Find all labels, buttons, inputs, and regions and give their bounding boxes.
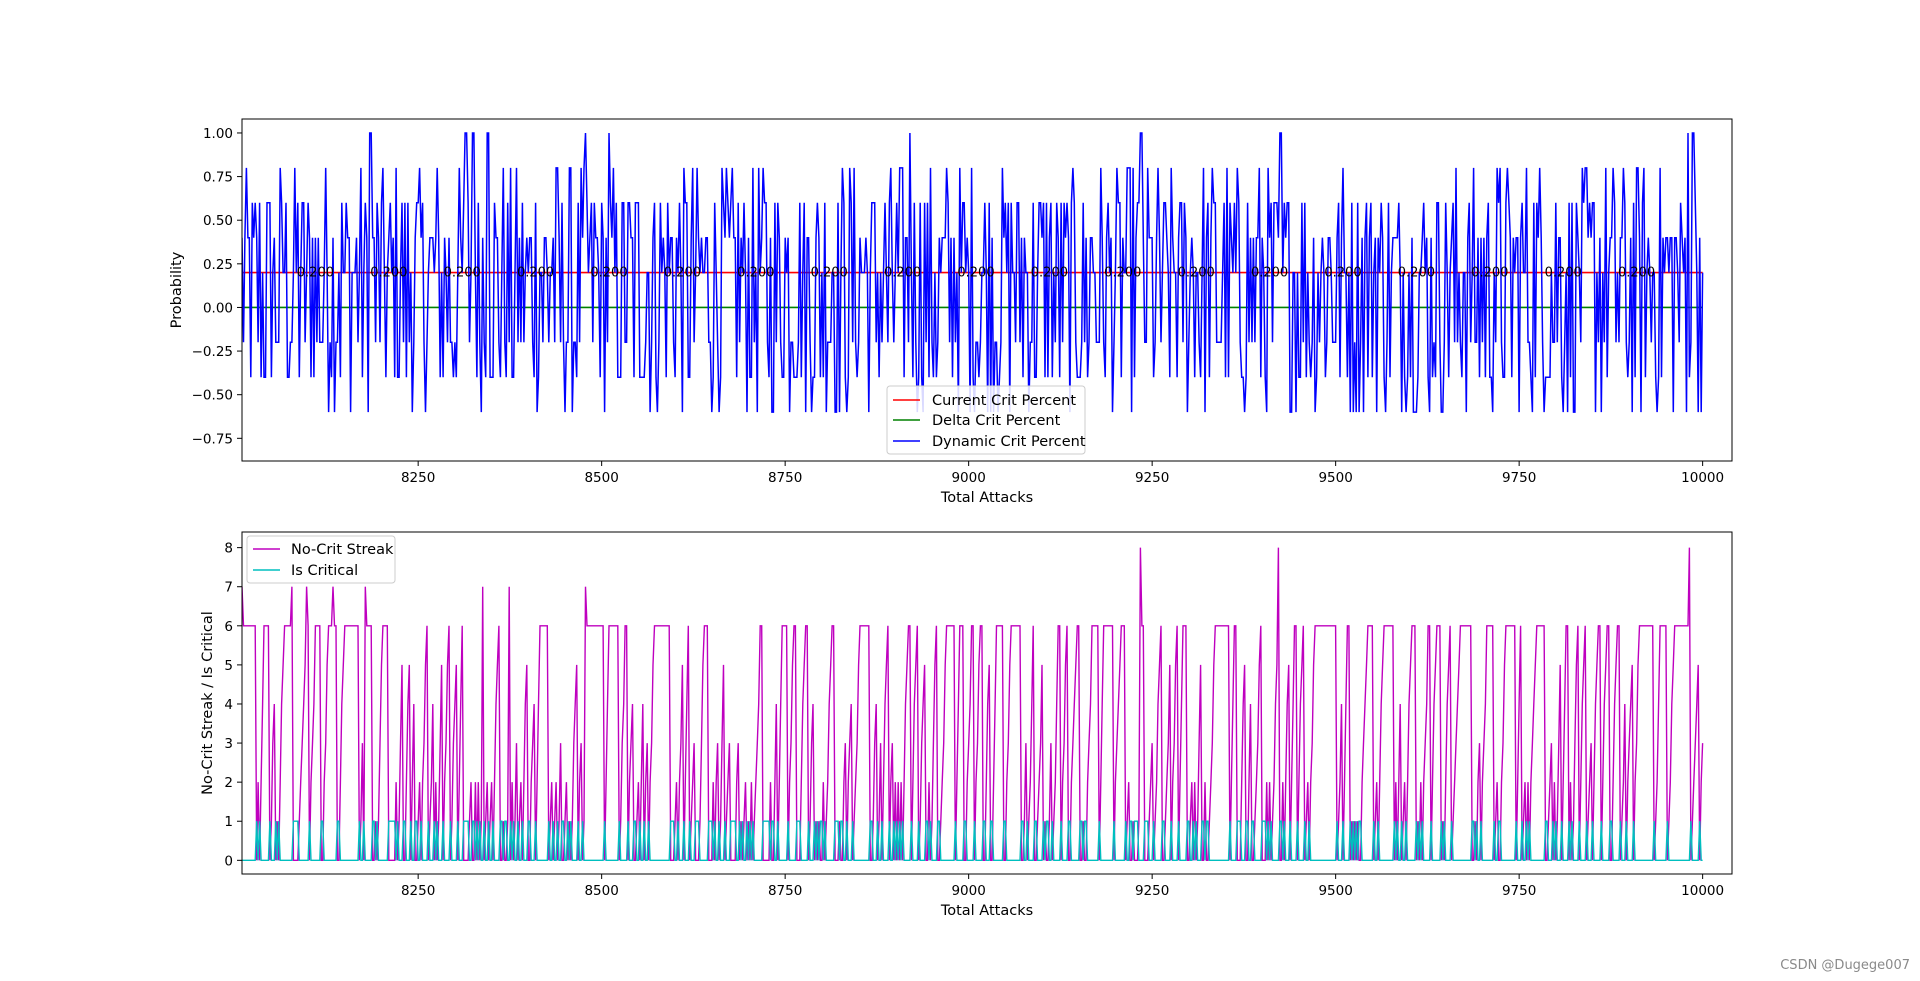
y-tick-label: 2 <box>224 775 233 791</box>
y-tick-label: 4 <box>224 697 233 713</box>
crit-percent-annotation: 0.200 <box>1545 266 1582 281</box>
crit-percent-annotation: 0.200 <box>737 266 774 281</box>
crit-percent-annotation: 0.200 <box>1471 266 1508 281</box>
y-tick-label: 0.00 <box>203 300 233 316</box>
probability-x-label: Total Attacks <box>940 490 1033 506</box>
legend-box <box>246 535 396 584</box>
y-tick-label: −0.50 <box>192 388 233 404</box>
no-crit-streak-line <box>242 547 1704 861</box>
probability-axes-frame <box>241 118 1733 462</box>
x-tick-label: 9000 <box>951 883 985 899</box>
x-tick-label: 9500 <box>1318 883 1352 899</box>
y-tick-label: 1.00 <box>203 126 233 142</box>
x-tick-label: 8500 <box>584 470 618 486</box>
x-tick-label: 8250 <box>401 883 435 899</box>
streak-legend: No-Crit Streak Is Critical <box>246 535 396 584</box>
x-tick-label: 9750 <box>1502 470 1536 486</box>
crit-percent-annotation: 0.200 <box>370 266 407 281</box>
crit-percent-annotation: 0.200 <box>1251 266 1288 281</box>
crit-percent-annotation: 0.200 <box>957 266 994 281</box>
legend-label-critical: Is Critical <box>291 563 358 579</box>
y-tick-label: −0.75 <box>192 431 233 447</box>
dynamic-crit-line <box>242 132 1704 413</box>
crit-percent-annotation: 0.200 <box>517 266 554 281</box>
y-tick-label: 5 <box>224 658 233 674</box>
probability-plot-area <box>242 132 1704 413</box>
streak-x-label: Total Attacks <box>940 903 1033 919</box>
crit-percent-annotation: 0.200 <box>664 266 701 281</box>
watermark: CSDN @Dugege007 <box>1780 958 1910 973</box>
streak-plot-area <box>242 547 1704 861</box>
x-tick-label: 8250 <box>401 470 435 486</box>
x-tick-label: 9500 <box>1318 470 1352 486</box>
y-tick-label: 3 <box>224 736 233 752</box>
x-tick-label: 9250 <box>1135 883 1169 899</box>
x-tick-label: 8750 <box>768 883 802 899</box>
streak-chart: 8250 8500 8750 9000 9250 9500 9750 10000 0 1 2 3 4 5… <box>200 531 1733 919</box>
x-tick-label: 10000 <box>1681 470 1724 486</box>
legend-box <box>886 385 1086 455</box>
legend-label-current: Current Crit Percent <box>932 393 1076 409</box>
crit-percent-annotation: 0.200 <box>297 266 334 281</box>
is-critical-line <box>242 820 1703 861</box>
probability-y-ticks: −0.75 −0.50 −0.25 0.00 0.25 0.50 0.75 1.00 <box>192 126 242 447</box>
x-tick-label: 8750 <box>768 470 802 486</box>
probability-annotations: 0.200 0.200 0.200 0.200 0.200 0.200 0.200 0.200… <box>297 266 1655 281</box>
crit-percent-annotation: 0.200 <box>1398 266 1435 281</box>
y-tick-label: 1 <box>224 814 233 830</box>
y-tick-label: 8 <box>224 541 233 557</box>
legend-label-streak: No-Crit Streak <box>291 542 394 558</box>
streak-y-ticks: 0 1 2 3 4 5 6 7 8 <box>224 541 242 869</box>
streak-axes-frame <box>241 531 1733 875</box>
x-tick-label: 9000 <box>951 470 985 486</box>
streak-y-label: No-Crit Streak / Is Critical <box>200 611 216 795</box>
crit-percent-annotation: 0.200 <box>1618 266 1655 281</box>
x-tick-label: 9250 <box>1135 470 1169 486</box>
x-tick-label: 9750 <box>1502 883 1536 899</box>
y-tick-label: −0.25 <box>192 344 233 360</box>
probability-y-label: Probability <box>169 251 185 328</box>
x-tick-label: 10000 <box>1681 883 1724 899</box>
legend-label-delta: Delta Crit Percent <box>932 413 1061 429</box>
crit-percent-annotation: 0.200 <box>1104 266 1141 281</box>
crit-percent-annotation: 0.200 <box>884 266 921 281</box>
crit-percent-annotation: 0.200 <box>1031 266 1068 281</box>
probability-x-ticks: 8250 8500 8750 9000 9250 9500 9750 10000 <box>401 461 1724 486</box>
crit-percent-annotation: 0.200 <box>1324 266 1361 281</box>
legend-label-dynamic: Dynamic Crit Percent <box>932 434 1086 450</box>
crit-percent-annotation: 0.200 <box>811 266 848 281</box>
crit-percent-annotation: 0.200 <box>444 266 481 281</box>
crit-percent-annotation: 0.200 <box>1178 266 1215 281</box>
crit-percent-annotation: 0.200 <box>590 266 627 281</box>
probability-legend: Current Crit Percent Delta Crit Percent … <box>886 385 1086 455</box>
y-tick-label: 0.25 <box>203 257 233 273</box>
y-tick-label: 0.75 <box>203 170 233 186</box>
y-tick-label: 7 <box>224 580 233 596</box>
streak-x-ticks: 8250 8500 8750 9000 9250 9500 9750 10000 <box>401 874 1724 899</box>
y-tick-label: 0.50 <box>203 213 233 229</box>
y-tick-label: 6 <box>224 619 233 635</box>
probability-chart: 0.200 0.200 0.200 0.200 0.200 0.200 0.200 0.200… <box>169 118 1733 506</box>
y-tick-label: 0 <box>224 853 233 869</box>
x-tick-label: 8500 <box>584 883 618 899</box>
